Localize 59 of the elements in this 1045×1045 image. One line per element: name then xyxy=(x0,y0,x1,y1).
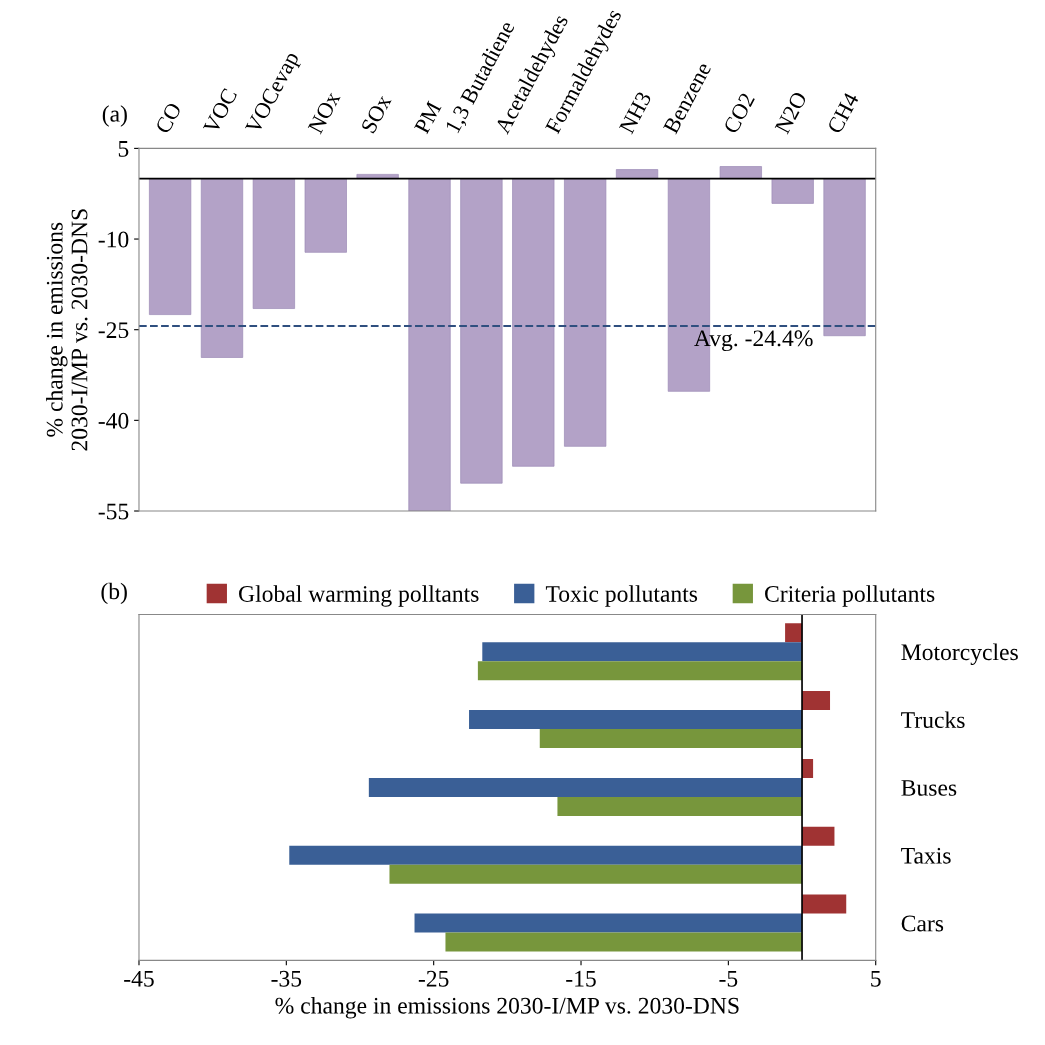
bar xyxy=(200,178,244,358)
legend-label: Toxic pollutants xyxy=(545,585,698,607)
x-tick-label: -25 xyxy=(418,970,449,987)
bar xyxy=(368,777,803,797)
y-tick-label: -25 xyxy=(98,322,129,339)
bar xyxy=(482,642,803,662)
bar xyxy=(539,729,803,749)
ref-line-label: Avg. -24.4% xyxy=(694,330,813,352)
bar xyxy=(771,178,814,204)
y-tick-label: Cars xyxy=(901,915,944,932)
bar xyxy=(414,913,803,933)
y-tick-label: -40 xyxy=(98,412,129,429)
bar xyxy=(304,178,347,253)
x-tick-label: SOx xyxy=(360,93,392,134)
bar xyxy=(557,796,803,816)
bar xyxy=(823,178,866,337)
x-tick-label: NOx xyxy=(307,90,341,135)
bar xyxy=(512,178,555,467)
x-tick-label: -5 xyxy=(719,971,738,987)
bar xyxy=(445,932,803,952)
legend-label: Global warming polltants xyxy=(239,585,479,607)
bar xyxy=(149,178,192,315)
x-tick-label: CO xyxy=(155,101,182,135)
x-tick-label: PM xyxy=(414,100,442,135)
bar xyxy=(289,845,803,865)
bar xyxy=(802,826,835,846)
bar xyxy=(469,710,803,730)
x-tick-label: NH3 xyxy=(618,90,652,135)
x-tick-label: N2O xyxy=(774,90,808,135)
y-tick-label: Trucks xyxy=(901,711,965,729)
x-tick-label: VOC xyxy=(202,87,238,135)
bar xyxy=(477,661,803,681)
bar xyxy=(785,623,803,643)
x-tick-label: -45 xyxy=(124,970,154,987)
bar xyxy=(802,691,831,711)
bar xyxy=(408,178,451,512)
chart-title: (a) xyxy=(102,105,127,127)
bar xyxy=(802,894,847,914)
chart-title: (b) xyxy=(101,582,127,605)
y-tick-label: Buses xyxy=(901,780,957,796)
y-tick-label: Taxis xyxy=(901,847,951,864)
y-axis-title: % change in emissions 2030-I/MP vs. 2030-DNS xyxy=(46,209,88,451)
bar xyxy=(802,758,814,778)
legend-label: Criteria pollutants xyxy=(765,585,935,607)
y-tick-label: -10 xyxy=(98,231,129,248)
y-tick-label: Motorcycles xyxy=(901,643,1018,666)
x-axis-title: % change in emissions 2030-I/MP vs. 2030-DNS xyxy=(275,997,739,1019)
x-tick-label: CH4 xyxy=(826,91,860,135)
x-tick-label: -15 xyxy=(566,970,596,987)
bar xyxy=(389,864,803,884)
bar xyxy=(460,178,503,484)
bar xyxy=(252,178,295,309)
y-tick-label: 5 xyxy=(118,141,129,157)
x-tick-label: 5 xyxy=(871,971,881,987)
bar xyxy=(564,178,607,447)
bar xyxy=(719,166,762,179)
y-tick-label: -55 xyxy=(98,503,129,520)
x-tick-label: -35 xyxy=(271,970,302,987)
x-tick-label: CO2 xyxy=(723,92,756,135)
